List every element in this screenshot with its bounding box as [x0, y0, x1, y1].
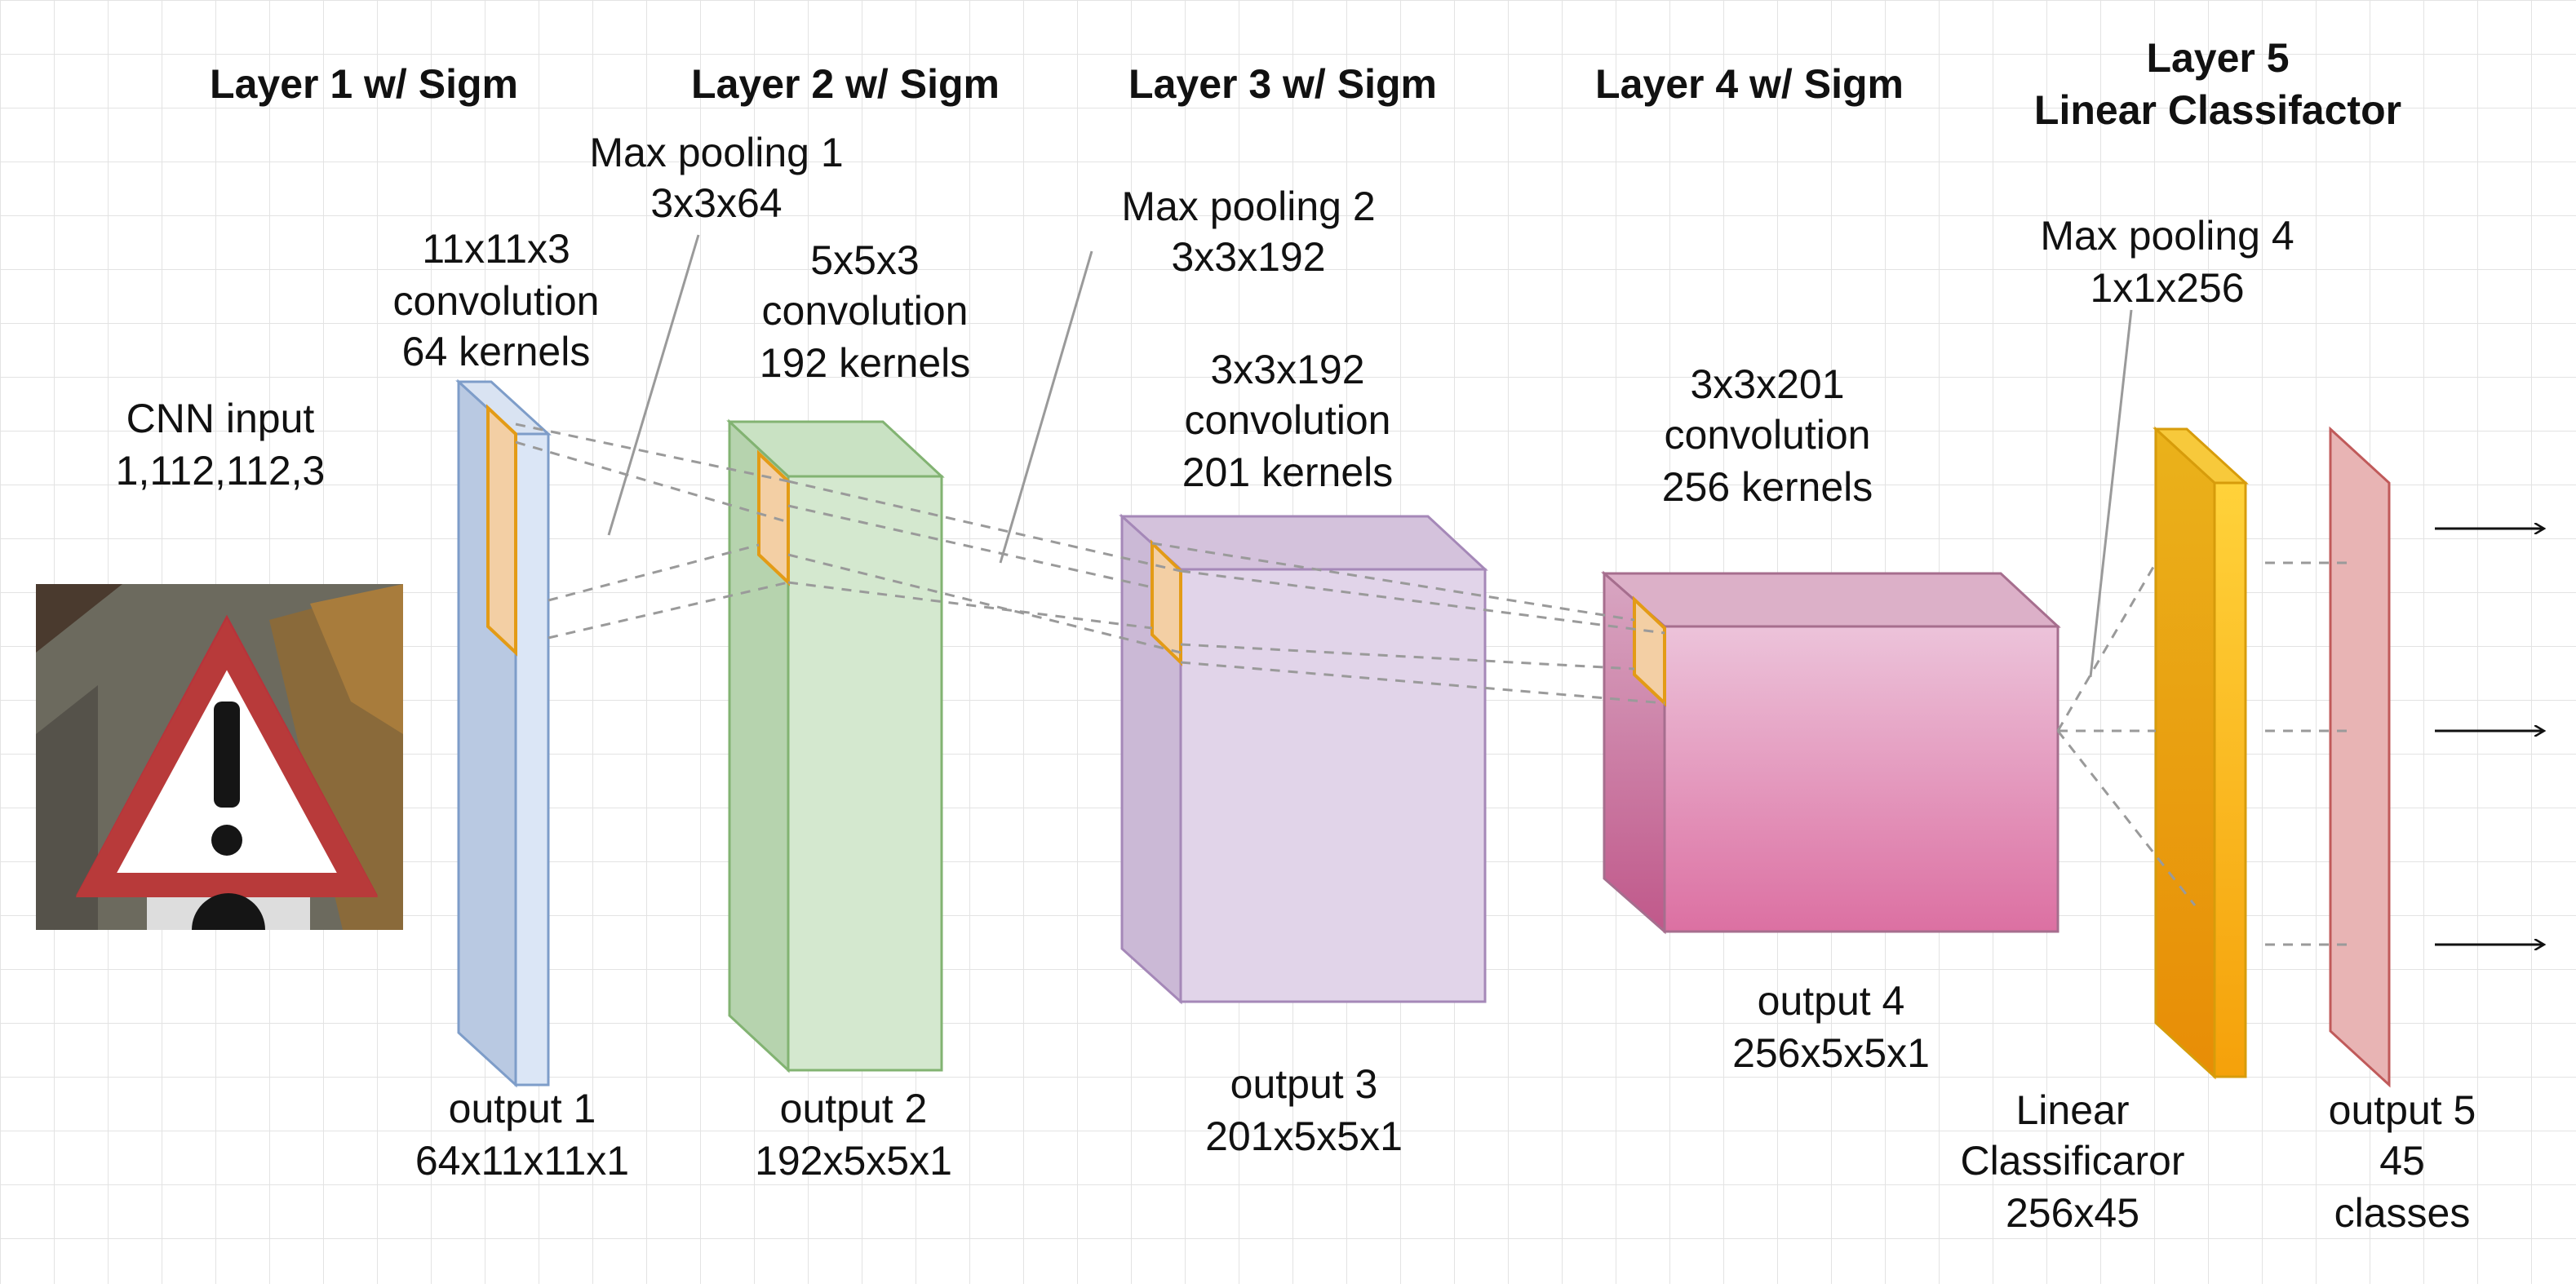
- layer5-header-line1: Layer 5: [2146, 35, 2289, 81]
- maxpool4-shape: 1x1x256: [2090, 265, 2244, 311]
- classifier-label-line2: Classificaror: [1960, 1138, 2184, 1184]
- linear-classifier-block: [2153, 426, 2249, 1080]
- layer1-output-label: output 1: [449, 1086, 596, 1131]
- layer1-block: [455, 378, 552, 1088]
- layer3-conv-kernels: 201 kernels: [1182, 449, 1394, 495]
- layer2-header: Layer 2 w/ Sigm: [691, 61, 1000, 107]
- maxpool1-shape: 3x3x64: [650, 180, 782, 226]
- layer2-front: [787, 475, 943, 1072]
- input-image: [36, 584, 403, 930]
- layer3-output-label: output 3: [1230, 1061, 1378, 1107]
- layer1-output-shape: 64x11x11x1: [415, 1138, 629, 1184]
- layer3-block: [1119, 513, 1488, 1005]
- maxpool4-label: Max pooling 4: [2040, 213, 2294, 259]
- layer3-header: Layer 3 w/ Sigm: [1128, 61, 1437, 107]
- layer1-kernel-highlight: [486, 404, 517, 657]
- layer3-conv-size: 3x3x192: [1210, 347, 1364, 392]
- layer1-header: Layer 1 w/ Sigm: [210, 61, 518, 107]
- layer4-output-label: output 4: [1758, 978, 1905, 1024]
- layer3-output-shape: 201x5x5x1: [1205, 1113, 1403, 1159]
- layer4-output-shape: 256x5x5x1: [1732, 1030, 1930, 1076]
- classifier-label-line3: 256x45: [2006, 1190, 2139, 1236]
- layer4-block: [1601, 570, 2061, 935]
- pooling-leader-lines: [607, 234, 2133, 678]
- output5-label-line1: output 5: [2329, 1087, 2476, 1133]
- layer2-output-label: output 2: [780, 1086, 928, 1131]
- output-arrows: [2435, 529, 2544, 945]
- maxpool2-shape: 3x3x192: [1171, 234, 1325, 280]
- classifier-label-line1: Linear: [2016, 1087, 2130, 1133]
- layer4-conv-size: 3x3x201: [1690, 361, 1844, 407]
- output5-block: [2329, 426, 2391, 1088]
- output5-label-line2: 45: [2379, 1138, 2425, 1184]
- layer2-conv-size: 5x5x3: [810, 237, 919, 283]
- layer5-header-line2: Linear Classifactor: [2034, 87, 2401, 133]
- classifier-front: [2213, 481, 2247, 1078]
- layer1-front: [514, 432, 550, 1087]
- layer3-front: [1179, 568, 1487, 1003]
- layer2-conv-type: convolution: [762, 288, 969, 334]
- layer2-block: [726, 418, 945, 1073]
- layer4-header: Layer 4 w/ Sigm: [1595, 61, 1904, 107]
- layer3-conv-type: convolution: [1185, 397, 1391, 443]
- layer1-conv-kernels: 64 kernels: [402, 329, 591, 374]
- layer2-conv-kernels: 192 kernels: [760, 340, 971, 386]
- output5-label-line3: classes: [2334, 1190, 2471, 1236]
- layer2-output-shape: 192x5x5x1: [755, 1138, 952, 1184]
- connection-lines: [515, 423, 2350, 946]
- input-shape: 1,112,112,3: [116, 448, 326, 494]
- layer1-conv-type: convolution: [393, 278, 600, 324]
- input-label: CNN input: [126, 396, 315, 441]
- layer4-front: [1663, 625, 2059, 933]
- layer4-conv-type: convolution: [1665, 412, 1871, 458]
- layer4-conv-kernels: 256 kernels: [1662, 464, 1873, 510]
- layer1-conv-size: 11x11x3: [422, 226, 570, 272]
- maxpool2-label: Max pooling 2: [1121, 184, 1375, 229]
- maxpool1-label: Max pooling 1: [589, 130, 843, 175]
